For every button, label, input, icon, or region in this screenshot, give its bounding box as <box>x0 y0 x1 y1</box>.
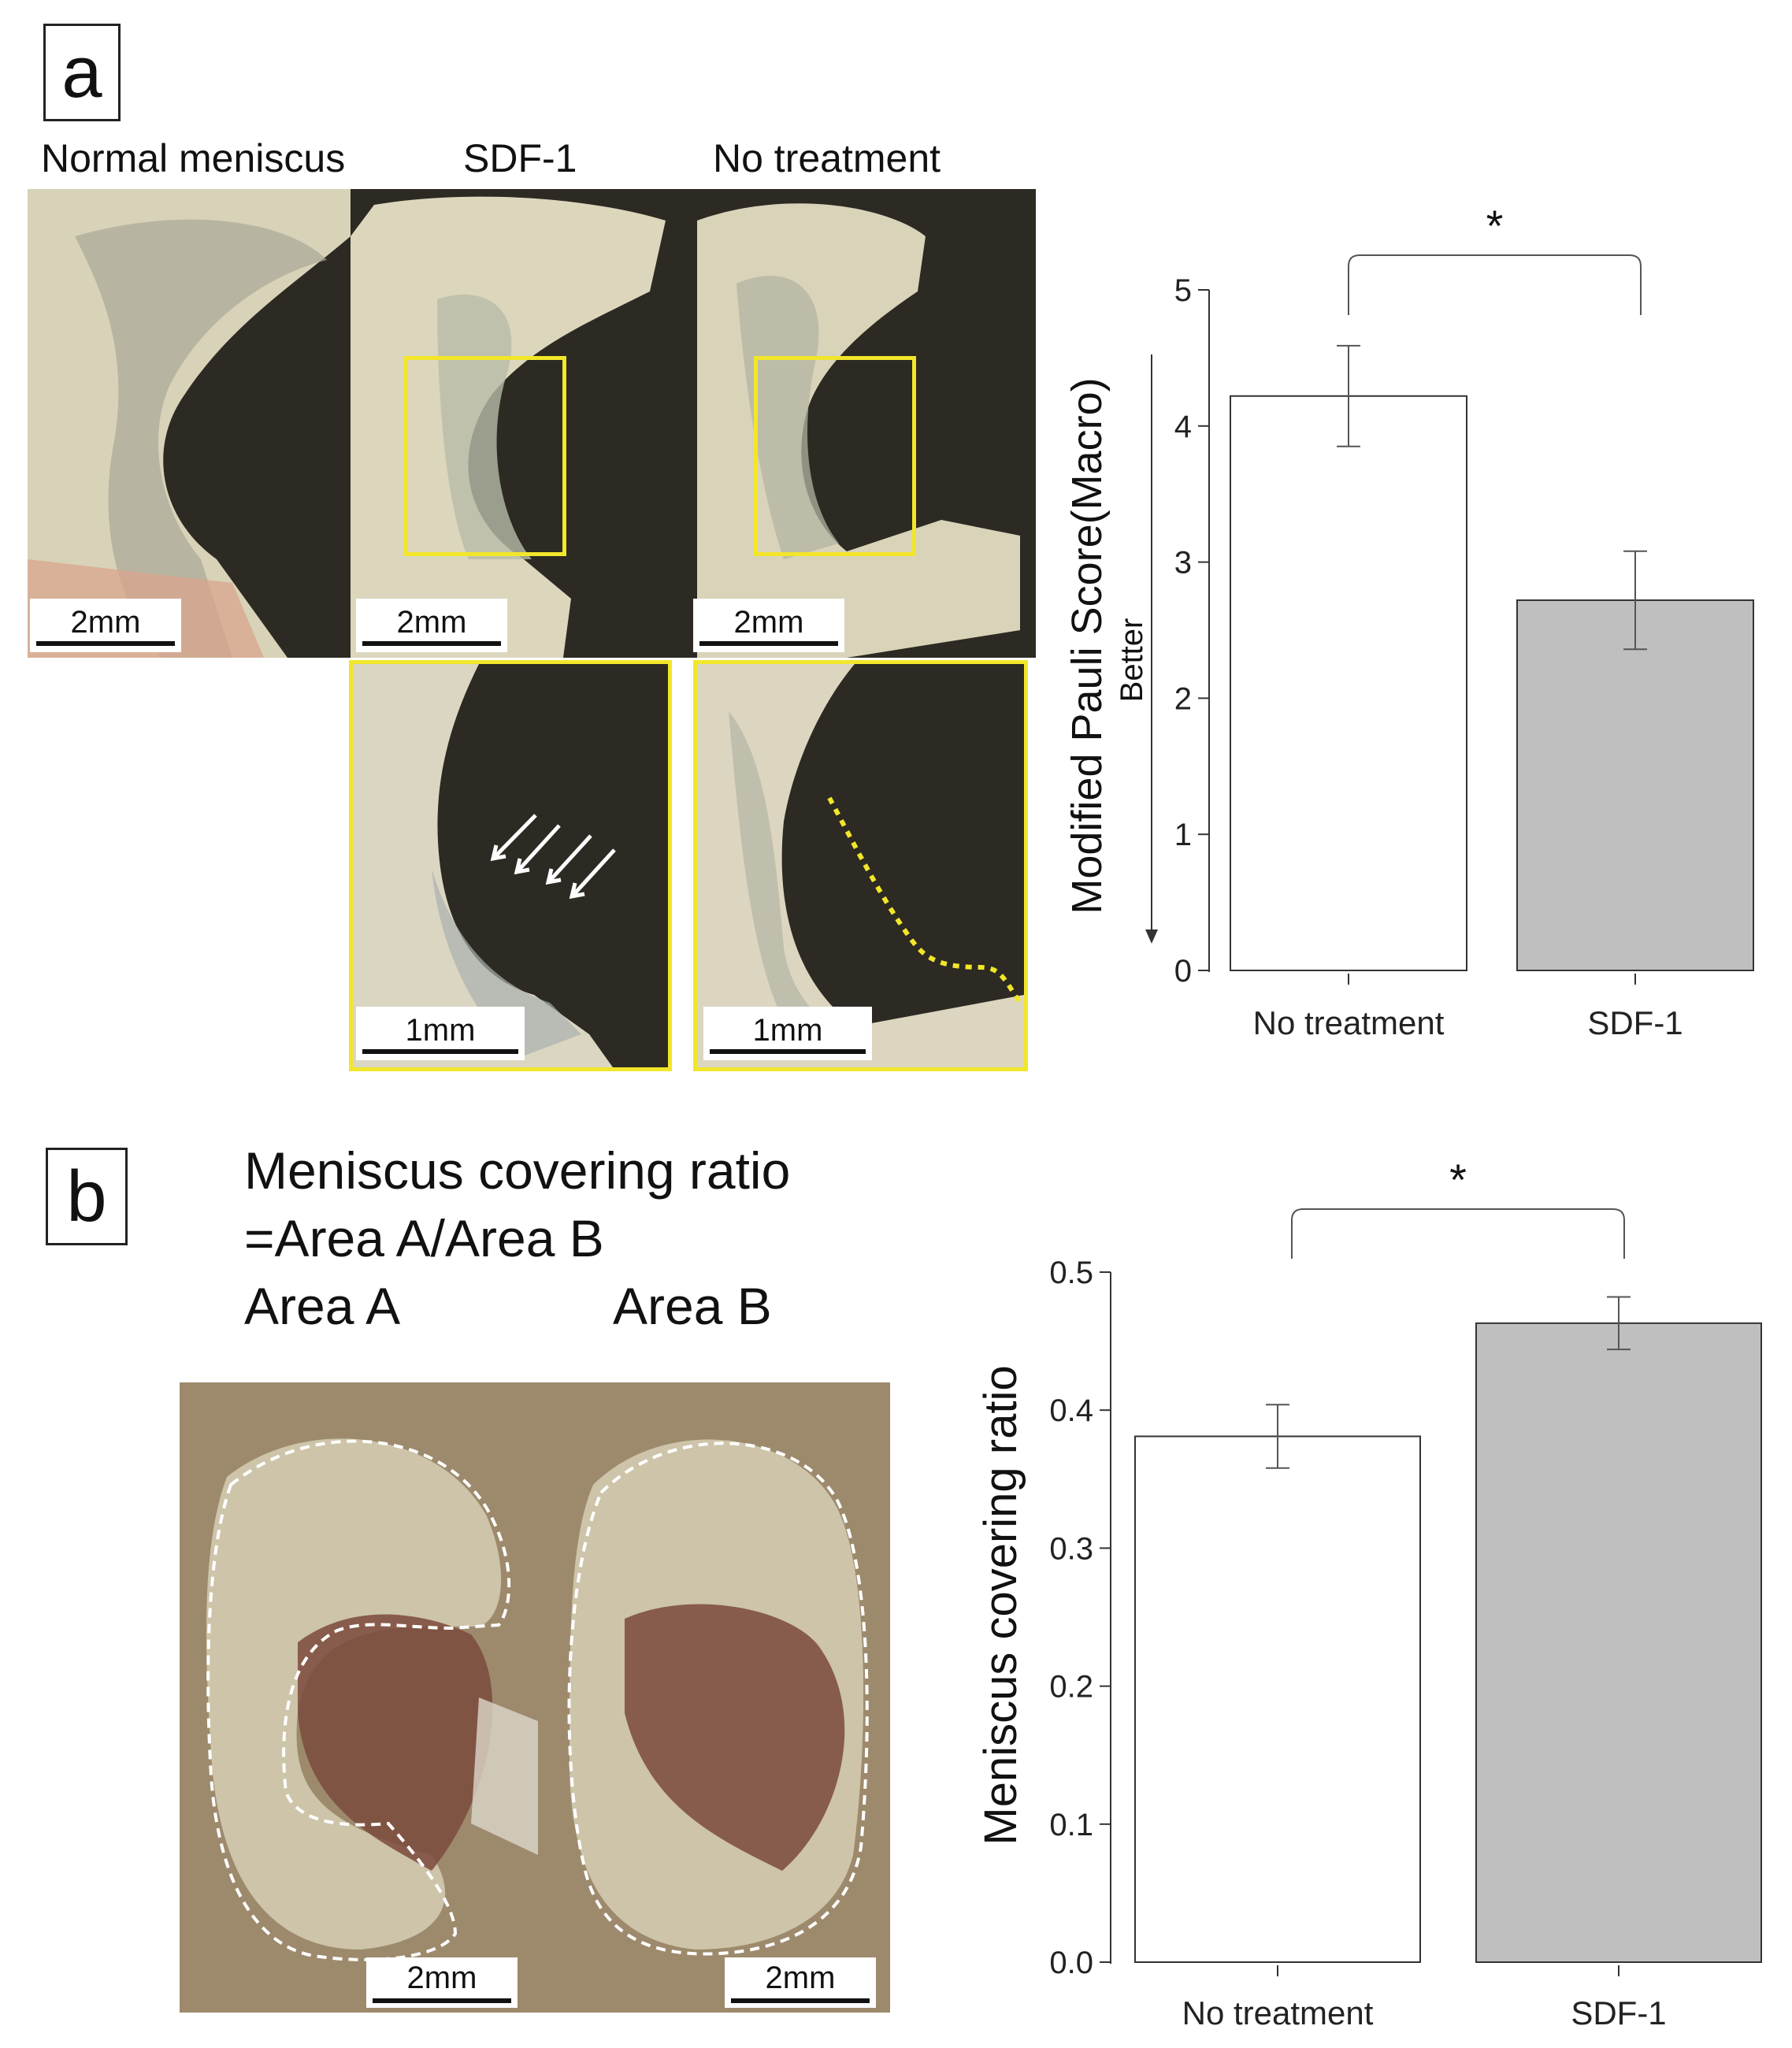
chart-b-y-tick-label: 0.5 <box>1049 1256 1093 1290</box>
scalebar-zoom-sdf1: 1mm <box>356 1007 525 1060</box>
photo-no-treatment <box>689 189 1036 658</box>
chart-a-significance-bracket <box>1348 254 1642 315</box>
chart-b-bar-0 <box>1134 1435 1421 1964</box>
chart-a-y-tick-label: 5 <box>1174 273 1192 308</box>
chart-b-bar-1 <box>1475 1322 1762 1963</box>
area-a-label: Area A <box>244 1277 401 1335</box>
area-b-label: Area B <box>613 1277 772 1335</box>
chart-a-bar-1 <box>1516 599 1754 971</box>
chart-b-y-tick-label: 0.3 <box>1049 1531 1093 1566</box>
chart-a-y-tick-label: 1 <box>1174 818 1192 852</box>
photo-normal-meniscus <box>28 189 351 658</box>
photo-sdf1 <box>351 189 689 658</box>
chart-pauli-score: 0 1 2 3 4 5 No treatment SDF-1 Modified Pauli Sc… <box>1063 201 1754 1041</box>
panel-b-letter: b <box>46 1148 128 1245</box>
chart-a-x-label-0: No treatment <box>1253 1004 1445 1041</box>
zoom-sdf1 <box>349 660 672 1071</box>
chart-b-y-axis-label: Meniscus covering ratio <box>975 1365 1026 1845</box>
highlight-box-no-treatment <box>754 356 916 556</box>
label-normal-meniscus: Normal meniscus <box>41 136 346 180</box>
panel-a-letter: a <box>43 24 121 121</box>
chart-a-significance-star: * <box>1486 201 1504 250</box>
chart-b-significance-star: * <box>1449 1155 1467 1204</box>
chart-b-y-tick-label: 0.2 <box>1049 1670 1093 1705</box>
better-arrow-head <box>1145 929 1158 944</box>
chart-a-y-tick-label: 2 <box>1174 681 1192 716</box>
chart-b-y-tick-label: 0.4 <box>1049 1393 1093 1428</box>
scalebar-normal: 2mm <box>30 599 181 652</box>
chart-a-y-axis-label: Modified Pauli Score(Macro) <box>1063 377 1111 914</box>
chart-a-y-tick-label: 3 <box>1174 546 1192 581</box>
chart-b-significance-bracket <box>1291 1208 1625 1259</box>
chart-b-x-label-0: No treatment <box>1182 1994 1374 2031</box>
formula-line1: Meniscus covering ratio <box>244 1141 791 1200</box>
scalebar-area-a: 2mm <box>366 1957 518 2008</box>
chart-a-y-tick-label: 4 <box>1174 410 1192 444</box>
scalebar-sdf1: 2mm <box>356 599 507 652</box>
better-label: Better <box>1115 618 1149 703</box>
photo-area-b <box>538 1382 890 2013</box>
label-no-treatment-photo: No treatment <box>713 136 941 180</box>
chart-a-x-label-1: SDF-1 <box>1587 1004 1683 1041</box>
scalebar-area-b: 2mm <box>725 1957 876 2008</box>
scalebar-no-treatment: 2mm <box>693 599 844 652</box>
zoom-no-treatment <box>693 660 1028 1071</box>
formula-line2: =Area A/Area B <box>244 1209 604 1267</box>
chart-b-y-tick-label: 0.0 <box>1049 1946 1093 1980</box>
chart-b-y-tick-label: 0.1 <box>1049 1808 1093 1842</box>
label-sdf1-photo: SDF-1 <box>463 136 577 180</box>
chart-a-y-tick-label: 0 <box>1174 954 1192 989</box>
scalebar-zoom-no-treatment: 1mm <box>703 1007 872 1060</box>
chart-b-x-label-1: SDF-1 <box>1571 1994 1666 2031</box>
chart-covering-ratio: 0.0 0.1 0.2 0.3 0.4 0.5 No treatment SDF-1 Menis… <box>975 1155 1762 2031</box>
photo-area-a <box>180 1382 538 2013</box>
highlight-box-sdf1 <box>404 356 566 556</box>
chart-a-bar-0 <box>1230 395 1467 971</box>
